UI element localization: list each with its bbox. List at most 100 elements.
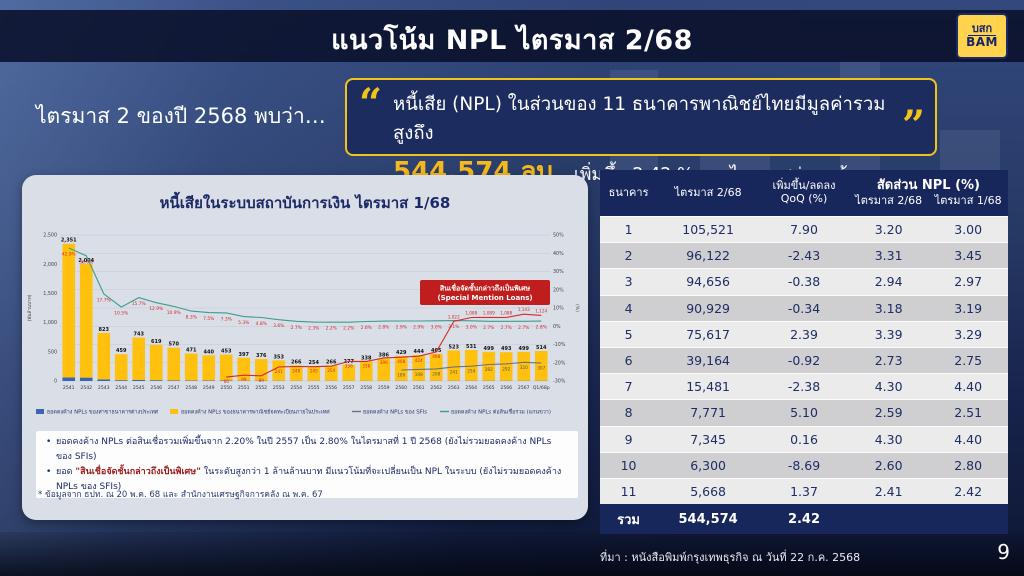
note-bullet-2: ยอด "สินเชื่อจัดชั้นกล่าวถึงเป็นพิเศษ" ใ… <box>46 465 568 495</box>
chart-card: หนี้เสียในระบบสถาบันการเงิน ไตรมาส 1/68 … <box>22 175 588 520</box>
chart-footnote: * ข้อมูลจาก ธปท. ณ 20 พ.ค. 68 และ สำนักง… <box>38 490 323 500</box>
svg-text:ยอดคงค้าง NPLs ของธนาคารพาณิชย: ยอดคงค้าง NPLs ของธนาคารพาณิชย์จดทะเบียน… <box>181 408 330 416</box>
svg-text:-20%: -20% <box>553 360 566 366</box>
svg-text:1,088: 1,088 <box>500 310 512 315</box>
svg-text:7.5%: 7.5% <box>203 316 214 322</box>
svg-text:376: 376 <box>256 353 267 359</box>
table-cell: 2 <box>624 248 633 264</box>
table-row: 7 15,481 -2.38 4.30 4.40 <box>600 373 1008 400</box>
table-cell: 3.20 <box>874 222 903 238</box>
svg-text:2565: 2565 <box>483 385 495 391</box>
svg-text:-30%: -30% <box>553 379 566 385</box>
svg-text:2551: 2551 <box>238 385 250 391</box>
table-cell: 2.97 <box>954 274 983 290</box>
svg-text:266: 266 <box>291 359 302 365</box>
table-cell: 9 <box>624 431 633 447</box>
svg-text:10.5%: 10.5% <box>114 311 128 317</box>
table-cell: 90,929 <box>686 300 730 316</box>
table-cell: 3.00 <box>954 222 983 238</box>
table-cell: 4.30 <box>874 431 903 447</box>
svg-text:499: 499 <box>519 346 530 352</box>
table-cell: 2.60 <box>874 457 903 473</box>
svg-text:266: 266 <box>326 359 337 365</box>
svg-text:2544: 2544 <box>115 385 127 391</box>
svg-text:499: 499 <box>484 346 495 352</box>
svg-text:2.6%: 2.6% <box>361 325 372 331</box>
table-cell: 2.94 <box>874 274 903 290</box>
table-cell: -0.38 <box>787 274 821 290</box>
table-row: 8 7,771 5.10 2.59 2.51 <box>600 399 1008 426</box>
table-cell: 4 <box>624 300 633 316</box>
svg-text:10.9%: 10.9% <box>167 310 181 316</box>
svg-text:สินเชื่อจัดชั้นกล่าวถึงเป็นพิเ: สินเชื่อจัดชั้นกล่าวถึงเป็นพิเศษ <box>439 282 530 293</box>
bam-logo-thai: บสก <box>967 23 997 36</box>
table-cell: 11 <box>620 483 637 499</box>
svg-text:254: 254 <box>309 360 320 366</box>
title-bar <box>0 10 1024 62</box>
svg-text:(Special Mention Loans): (Special Mention Loans) <box>437 294 532 302</box>
svg-text:459: 459 <box>116 348 127 354</box>
svg-text:1,124: 1,124 <box>535 308 547 313</box>
table-cell: 5,668 <box>690 483 726 499</box>
svg-text:2558: 2558 <box>360 385 372 391</box>
table-cell: 96,122 <box>686 248 730 264</box>
svg-text:2541: 2541 <box>63 385 75 391</box>
chart-title: หนี้เสียในระบบสถาบันการเงิน ไตรมาส 1/68 <box>159 194 451 212</box>
svg-text:3.6%: 3.6% <box>273 323 284 329</box>
svg-text:2562: 2562 <box>430 385 442 391</box>
table-cell: 10 <box>620 457 637 473</box>
svg-text:2.7%: 2.7% <box>291 325 302 331</box>
table-cell: 7,345 <box>690 431 726 447</box>
svg-text:1,088: 1,088 <box>465 310 477 315</box>
table-cell: 6 <box>624 353 633 369</box>
svg-text:531: 531 <box>466 344 477 350</box>
svg-text:(%): (%) <box>574 304 580 312</box>
svg-text:307: 307 <box>537 366 545 371</box>
svg-text:2.7%: 2.7% <box>501 325 512 331</box>
table-cell: 5 <box>624 326 633 342</box>
svg-text:2559: 2559 <box>378 385 390 391</box>
svg-text:2547: 2547 <box>168 385 180 391</box>
svg-text:0: 0 <box>54 379 57 385</box>
bam-logo: บสก BAM <box>956 13 1008 59</box>
svg-text:500: 500 <box>48 349 57 355</box>
bottom-photo-band <box>0 532 1024 576</box>
table-cell: 2.41 <box>874 483 903 499</box>
col-header-npl-share: สัดส่วน NPL (%) <box>876 178 980 194</box>
svg-text:453: 453 <box>221 349 232 355</box>
table-row: 11 5,668 1.37 2.41 2.42 <box>600 477 1008 505</box>
table-cell: -8.69 <box>787 457 821 473</box>
table-cell: 7.90 <box>790 222 818 238</box>
svg-text:ยอดคงค้าง NPLs ต่อสินเชื่อรวม: ยอดคงค้าง NPLs ต่อสินเชื่อรวม (แกนขวา) <box>451 408 551 416</box>
svg-text:241: 241 <box>275 369 283 374</box>
svg-text:2546: 2546 <box>150 385 162 391</box>
svg-text:2.7%: 2.7% <box>518 325 529 331</box>
table-cell: 94,656 <box>686 274 730 290</box>
svg-text:338: 338 <box>361 355 372 361</box>
svg-text:408: 408 <box>397 359 405 364</box>
svg-text:20%: 20% <box>553 287 564 293</box>
table-cell: 3.18 <box>874 300 903 316</box>
svg-text:4.8%: 4.8% <box>256 321 267 327</box>
table-row: 3 94,656 -0.38 2.94 2.97 <box>600 268 1008 295</box>
intro-text: ไตรมาส 2 ของปี 2568 พบว่า… <box>36 104 326 128</box>
svg-text:396: 396 <box>380 360 388 365</box>
chart-legend: ยอดคงค้าง NPLs ของสาขาธนาคารต่างประเทศ ยอ… <box>36 408 551 416</box>
svg-text:2552: 2552 <box>255 385 267 391</box>
svg-text:3.0%: 3.0% <box>431 324 442 330</box>
npl-table: ธนาคาร ไตรมาส 2/68 เพิ่มขึ้น/ลดลง QoQ (%)… <box>600 170 1008 535</box>
table-cell: 39,164 <box>686 353 730 369</box>
table-cell: 15,481 <box>686 379 730 395</box>
table-cell: 4.40 <box>954 431 983 447</box>
table-cell: 2.59 <box>874 405 903 421</box>
table-cell: 2.75 <box>954 353 983 369</box>
svg-text:38.6%: 38.6% <box>79 259 93 265</box>
svg-text:3.0%: 3.0% <box>466 324 477 330</box>
svg-text:514: 514 <box>536 345 547 351</box>
svg-text:254: 254 <box>467 369 475 374</box>
svg-text:10%: 10% <box>553 306 564 312</box>
table-cell: 1.37 <box>790 483 818 499</box>
svg-text:189: 189 <box>397 372 405 377</box>
svg-text:1,500: 1,500 <box>43 291 57 297</box>
